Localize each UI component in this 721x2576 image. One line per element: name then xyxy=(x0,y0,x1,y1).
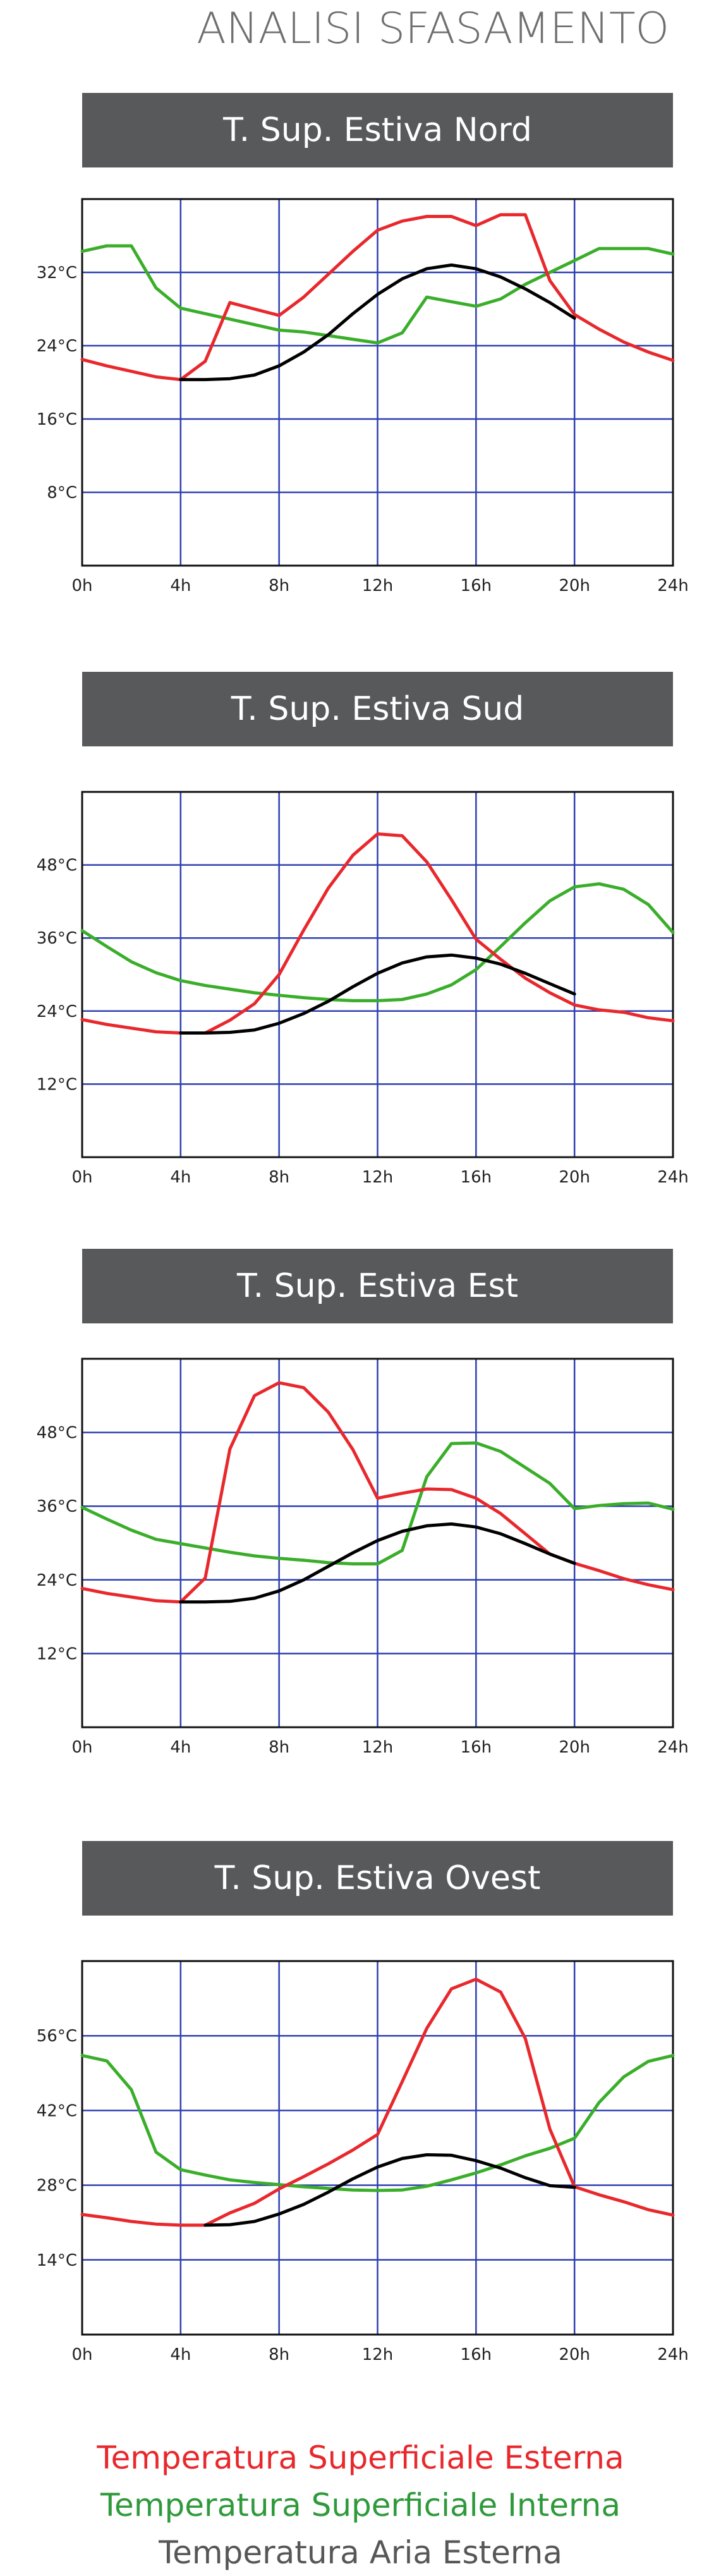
y-tick-label: 12°C xyxy=(37,1644,77,1663)
legend-external-surface: Temperatura Superficiale Esterna xyxy=(97,2439,624,2476)
chart-title-est: T. Sup. Estiva Est xyxy=(82,1249,673,1323)
legend-internal-surface: Temperatura Superficiale Interna xyxy=(100,2487,621,2524)
y-tick-label: 14°C xyxy=(37,2251,77,2270)
y-tick-label: 24°C xyxy=(37,337,77,356)
chart-title-sud: T. Sup. Estiva Sud xyxy=(82,672,673,746)
x-tick-label: 12h xyxy=(362,1738,394,1757)
x-tick-label: 4h xyxy=(170,576,191,595)
x-tick-label: 4h xyxy=(170,1168,191,1187)
y-tick-label: 56°C xyxy=(37,2027,77,2046)
x-tick-label: 4h xyxy=(170,1738,191,1757)
series-line-black xyxy=(179,1522,576,1604)
series-line-green xyxy=(80,244,675,345)
y-tick-label: 12°C xyxy=(37,1075,77,1094)
x-tick-label: 0h xyxy=(71,1168,92,1187)
series-line-black xyxy=(203,2153,576,2227)
plot-frame xyxy=(81,791,674,1158)
x-tick-label: 8h xyxy=(269,576,289,595)
x-tick-label: 24h xyxy=(657,576,689,595)
series-line-green xyxy=(80,1441,675,1565)
x-tick-label: 8h xyxy=(269,2345,289,2364)
y-tick-label: 36°C xyxy=(37,1497,77,1516)
x-tick-label: 0h xyxy=(71,1738,92,1757)
series-line-green xyxy=(80,2053,675,2192)
plot-frame xyxy=(81,1358,674,1728)
y-tick-label: 48°C xyxy=(37,1424,77,1443)
x-tick-label: 0h xyxy=(71,576,92,595)
y-tick-label: 48°C xyxy=(37,856,77,875)
legend-external-air: Temperatura Aria Esterna xyxy=(159,2534,562,2571)
x-tick-label: 20h xyxy=(559,2345,590,2364)
chart-title-ovest: T. Sup. Estiva Ovest xyxy=(82,1841,673,1916)
plot-frame xyxy=(81,1960,674,2336)
x-tick-label: 24h xyxy=(657,1738,689,1757)
x-tick-label: 12h xyxy=(362,2345,394,2364)
chart-title-nord: T. Sup. Estiva Nord xyxy=(82,93,673,167)
series-line-green xyxy=(80,882,675,1002)
x-tick-label: 24h xyxy=(657,2345,689,2364)
plot-frame xyxy=(81,198,674,567)
x-tick-label: 16h xyxy=(461,1168,492,1187)
y-tick-label: 16°C xyxy=(37,410,77,429)
x-tick-label: 20h xyxy=(559,1738,590,1757)
x-tick-label: 16h xyxy=(461,576,492,595)
x-tick-label: 20h xyxy=(559,576,590,595)
y-tick-label: 8°C xyxy=(47,483,77,502)
x-tick-label: 24h xyxy=(657,1168,689,1187)
series-line-black xyxy=(179,263,576,382)
y-tick-label: 24°C xyxy=(37,1002,77,1021)
x-tick-label: 8h xyxy=(269,1168,289,1187)
y-tick-label: 32°C xyxy=(37,264,77,283)
page-title: ANALISI SFASAMENTO xyxy=(197,4,669,54)
x-tick-label: 12h xyxy=(362,1168,394,1187)
y-tick-label: 28°C xyxy=(37,2177,77,2196)
x-tick-label: 16h xyxy=(461,1738,492,1757)
y-tick-label: 24°C xyxy=(37,1571,77,1590)
x-tick-label: 8h xyxy=(269,1738,289,1757)
y-tick-label: 36°C xyxy=(37,929,77,948)
x-tick-label: 12h xyxy=(362,576,394,595)
x-tick-label: 16h xyxy=(461,2345,492,2364)
series-line-black xyxy=(179,953,576,1035)
y-tick-label: 42°C xyxy=(37,2101,77,2120)
x-tick-label: 20h xyxy=(559,1168,590,1187)
x-tick-label: 4h xyxy=(170,2345,191,2364)
x-tick-label: 0h xyxy=(71,2345,92,2364)
